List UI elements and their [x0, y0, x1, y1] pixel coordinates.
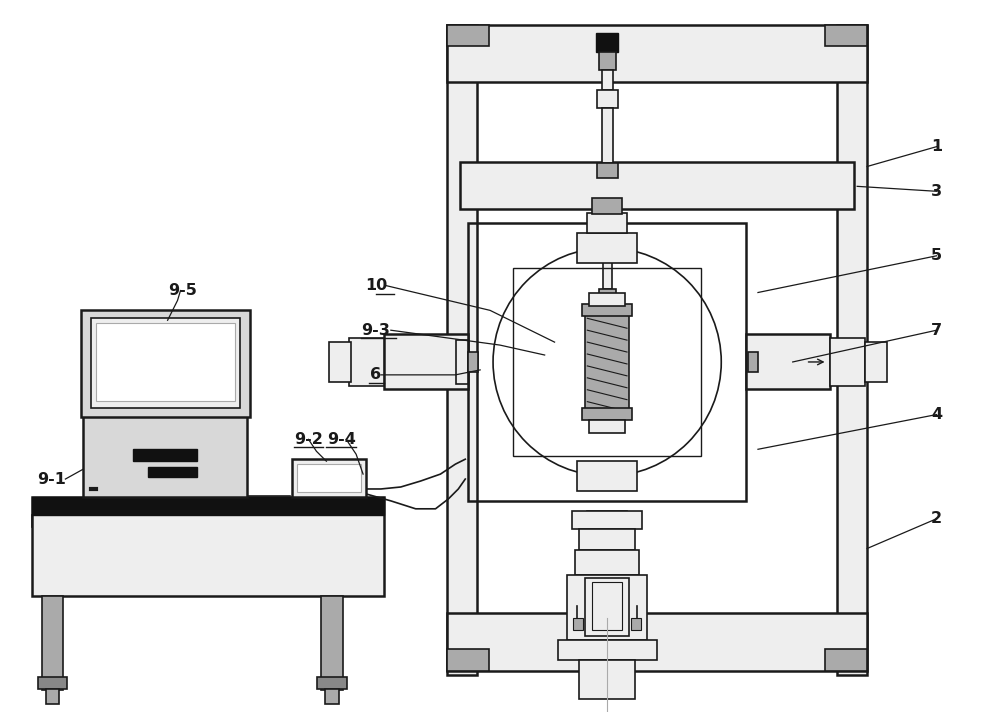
- Bar: [460, 162, 854, 209]
- Bar: [42, 596, 63, 691]
- Bar: [447, 24, 489, 46]
- Bar: [349, 338, 384, 386]
- Bar: [748, 352, 758, 372]
- Bar: [597, 162, 618, 179]
- Bar: [83, 415, 247, 497]
- Text: 9-5: 9-5: [168, 283, 197, 298]
- Bar: [32, 497, 384, 515]
- Bar: [468, 352, 478, 372]
- Bar: [447, 613, 867, 671]
- Bar: [596, 33, 618, 52]
- Bar: [585, 315, 629, 410]
- Bar: [468, 223, 746, 501]
- Bar: [602, 108, 613, 162]
- Bar: [32, 497, 384, 596]
- Bar: [447, 24, 867, 82]
- Bar: [317, 678, 347, 689]
- Bar: [575, 551, 639, 576]
- Bar: [825, 649, 867, 671]
- Bar: [825, 24, 867, 46]
- Bar: [589, 420, 625, 433]
- Bar: [592, 198, 622, 214]
- Text: 10: 10: [365, 278, 387, 293]
- Text: 4: 4: [931, 407, 942, 422]
- Bar: [567, 576, 647, 640]
- Bar: [592, 582, 622, 630]
- Bar: [589, 292, 625, 307]
- Text: 9-2: 9-2: [294, 432, 323, 447]
- Bar: [292, 459, 366, 497]
- Bar: [32, 515, 384, 527]
- Bar: [447, 649, 489, 671]
- Text: 6: 6: [370, 368, 382, 383]
- Bar: [558, 640, 657, 660]
- Bar: [582, 305, 632, 316]
- Bar: [603, 302, 612, 332]
- Bar: [587, 511, 627, 531]
- Bar: [603, 209, 612, 289]
- Bar: [325, 689, 339, 704]
- Bar: [631, 618, 641, 630]
- Bar: [837, 24, 867, 674]
- Bar: [148, 467, 197, 477]
- Bar: [133, 449, 197, 461]
- Text: 1: 1: [931, 139, 942, 154]
- Text: 9-1: 9-1: [37, 472, 66, 486]
- Bar: [599, 289, 616, 302]
- Bar: [46, 689, 59, 704]
- Text: 3: 3: [931, 184, 942, 199]
- Bar: [456, 340, 468, 384]
- Bar: [577, 461, 637, 491]
- Text: 9-3: 9-3: [362, 322, 390, 337]
- Bar: [513, 267, 701, 456]
- Bar: [587, 213, 627, 233]
- Bar: [597, 90, 618, 108]
- Bar: [585, 578, 629, 636]
- Text: 9-4: 9-4: [327, 432, 356, 447]
- Bar: [297, 464, 361, 492]
- Bar: [582, 408, 632, 420]
- Bar: [602, 70, 613, 90]
- Bar: [599, 52, 616, 70]
- Bar: [865, 342, 887, 382]
- Bar: [573, 618, 583, 630]
- Bar: [830, 338, 865, 386]
- Bar: [321, 596, 343, 691]
- Bar: [746, 334, 830, 389]
- Bar: [96, 323, 235, 400]
- Bar: [384, 334, 468, 389]
- Bar: [329, 342, 351, 382]
- Bar: [572, 511, 642, 528]
- Text: 5: 5: [931, 248, 942, 263]
- Bar: [38, 678, 67, 689]
- Bar: [577, 233, 637, 262]
- Bar: [579, 660, 635, 699]
- Text: 2: 2: [931, 511, 942, 526]
- Bar: [579, 528, 635, 551]
- Bar: [447, 24, 477, 674]
- Text: 7: 7: [931, 322, 942, 337]
- Bar: [81, 310, 250, 417]
- Bar: [91, 318, 240, 408]
